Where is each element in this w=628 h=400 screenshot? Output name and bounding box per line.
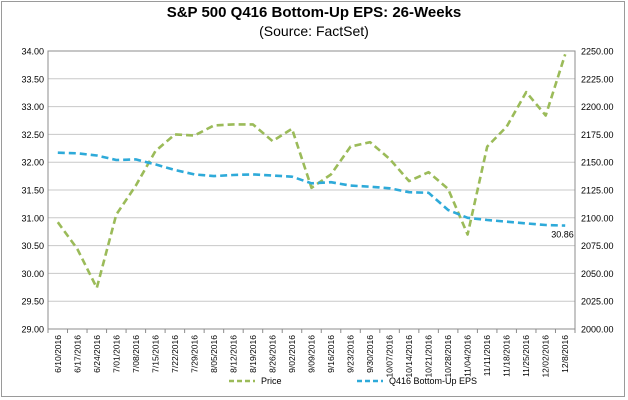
x-tick-label: 11/18/2016 [502, 335, 512, 377]
x-tick-label: 8/26/2016 [267, 335, 277, 373]
left-tick-label: 32.00 [21, 158, 44, 168]
x-tick-label: 10/21/2016 [424, 335, 434, 378]
x-tick-label: 7/22/2016 [170, 335, 180, 373]
plot-area-border [47, 50, 576, 330]
right-tick-label: 2150.00 [581, 158, 614, 168]
left-tick-label: 31.00 [21, 213, 44, 223]
left-tick-label: 29.50 [21, 297, 44, 307]
x-tick-label: 7/29/2016 [189, 335, 199, 373]
x-tick-label: 10/14/2016 [404, 335, 414, 378]
x-tick-label: 11/04/2016 [463, 335, 473, 377]
right-tick-label: 2175.00 [581, 130, 614, 140]
legend-label-price: Price [261, 376, 282, 386]
series-line-eps [57, 151, 566, 227]
right-tick-label: 2075.00 [581, 241, 614, 251]
x-tick-label: 6/24/2016 [92, 335, 102, 373]
right-tick-label: 2225.00 [581, 74, 614, 84]
right-tick-label: 2125.00 [581, 186, 614, 196]
x-tick-label: 6/10/2016 [53, 335, 63, 373]
left-tick-label: 31.50 [21, 186, 44, 196]
right-tick-label: 2250.00 [581, 47, 614, 57]
left-tick-label: 33.00 [21, 102, 44, 112]
x-tick-label: 6/17/2016 [72, 335, 82, 373]
left-tick-label: 34.00 [21, 47, 44, 57]
right-tick-label: 2000.00 [581, 325, 614, 335]
right-tick-label: 2200.00 [581, 102, 614, 112]
x-tick-label: 8/05/2016 [209, 335, 219, 373]
x-tick-label: 8/12/2016 [228, 335, 238, 373]
legend-label-eps: Q416 Bottom-Up EPS [389, 376, 477, 386]
x-tick-label: 9/23/2016 [346, 335, 356, 373]
x-tick-label: 9/16/2016 [326, 335, 336, 373]
left-tick-label: 30.00 [21, 269, 44, 279]
series-line-price [56, 53, 567, 290]
x-tick-label: 7/15/2016 [150, 335, 160, 373]
right-tick-label: 2025.00 [581, 297, 614, 307]
right-tick-label: 2100.00 [581, 213, 614, 223]
x-tick-label: 10/07/2016 [385, 335, 395, 378]
x-tick-label: 11/25/2016 [521, 335, 531, 377]
right-tick-label: 2050.00 [581, 269, 614, 279]
chart-subtitle: (Source: FactSet) [259, 23, 369, 39]
x-tick-label: 9/02/2016 [287, 335, 297, 373]
x-tick-label: 8/19/2016 [248, 335, 258, 373]
x-tick-label: 12/8/2016 [560, 335, 570, 373]
x-tick-label: 9/30/2016 [365, 335, 375, 373]
chart-title: S&P 500 Q416 Bottom-Up EPS: 26-Weeks [166, 4, 462, 21]
eps-data-label: 30.86 [551, 230, 574, 240]
x-tick-label: 11/11/2016 [482, 335, 492, 377]
left-tick-label: 30.50 [21, 241, 44, 251]
x-tick-label: 7/01/2016 [111, 335, 121, 373]
x-tick-label: 9/09/2016 [307, 335, 317, 373]
x-tick-label: 7/08/2016 [131, 335, 141, 373]
left-tick-label: 29.00 [21, 325, 44, 335]
left-tick-label: 33.50 [21, 74, 44, 84]
x-tick-label: 12/02/2016 [541, 335, 551, 378]
left-tick-label: 32.50 [21, 130, 44, 140]
x-tick-label: 10/28/2016 [443, 335, 453, 378]
